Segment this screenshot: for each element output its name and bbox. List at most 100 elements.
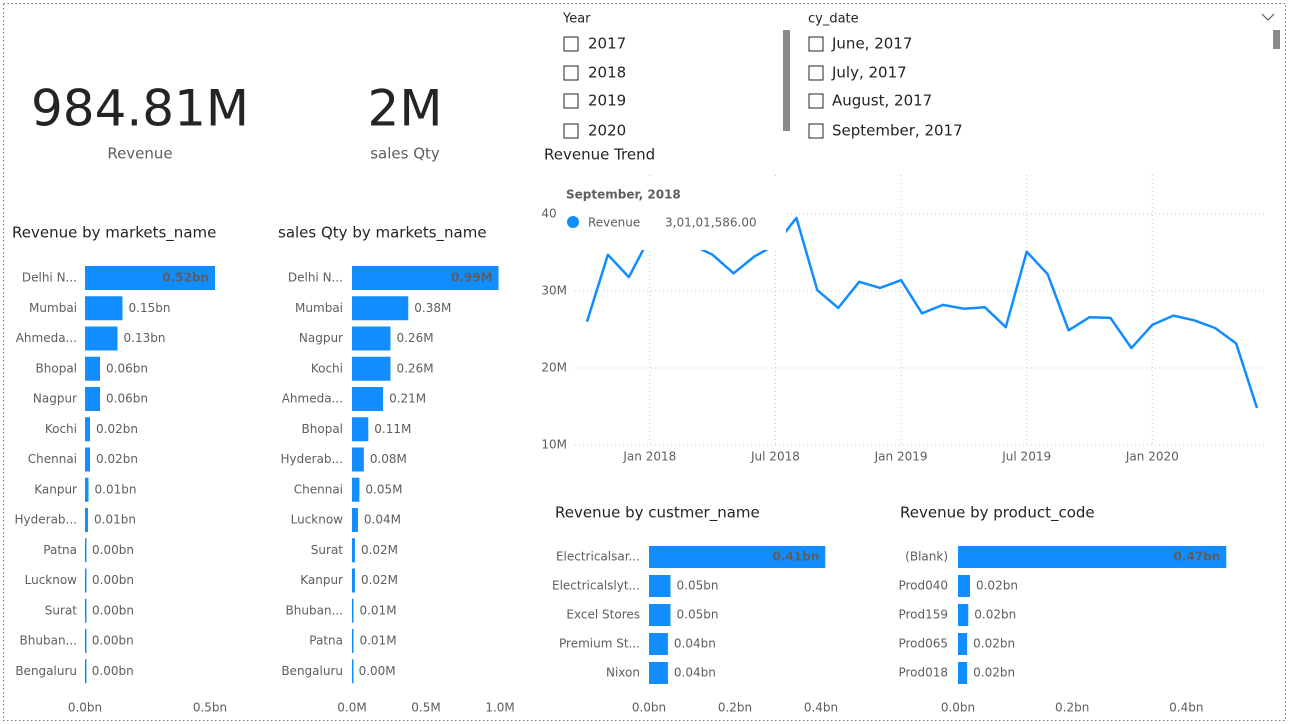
- checkbox[interactable]: [563, 93, 579, 109]
- category-label: Nixon: [606, 666, 640, 680]
- category-label: Bhopal: [36, 361, 77, 375]
- data-label: 0.13bn: [124, 331, 166, 345]
- bar: [85, 296, 123, 321]
- data-label: 0.26M: [396, 361, 433, 375]
- bar: [85, 326, 118, 351]
- bar: [649, 604, 671, 626]
- y-tick-label: 30M: [541, 284, 567, 298]
- bar: [352, 326, 391, 351]
- bar: [958, 633, 968, 655]
- category-label: Mumbai: [29, 301, 77, 315]
- bar: [352, 356, 391, 381]
- category-label: Excel Stores: [566, 608, 640, 622]
- category-label: Ahmeda...: [16, 331, 77, 345]
- checkbox[interactable]: [808, 65, 824, 81]
- chart-title: sales Qty by markets_name: [278, 224, 487, 243]
- slicer-item[interactable]: August, 2017: [832, 92, 932, 110]
- category-label: Kochi: [311, 361, 343, 375]
- x-tick-label: 1.0M: [485, 701, 514, 715]
- category-label: Hyderab...: [15, 513, 77, 527]
- data-label: 0.00bn: [92, 634, 134, 648]
- bar: [85, 266, 215, 290]
- bar: [958, 546, 1227, 568]
- checkbox[interactable]: [563, 123, 579, 139]
- bar: [958, 575, 970, 597]
- slicer-item[interactable]: July, 2017: [831, 64, 907, 82]
- bar: [352, 629, 354, 653]
- bar: [352, 659, 354, 684]
- category-label: Kochi: [45, 422, 77, 436]
- data-label: 0.00bn: [92, 573, 134, 587]
- slicer-item[interactable]: 2019: [588, 92, 626, 110]
- scrollbar[interactable]: [1273, 30, 1280, 49]
- bar: [352, 598, 354, 623]
- bar: [352, 447, 364, 472]
- data-label: 0.04bn: [674, 666, 716, 680]
- bar: [85, 538, 87, 563]
- slicer-item[interactable]: 2017: [588, 35, 626, 53]
- x-tick-label: Jan 2019: [874, 450, 928, 464]
- slicer-item[interactable]: June, 2017: [831, 35, 912, 53]
- category-label: Delhi N...: [22, 271, 77, 285]
- bar: [352, 477, 360, 502]
- data-label: 0.06bn: [106, 392, 148, 406]
- bar: [352, 568, 355, 593]
- card-label: sales Qty: [370, 145, 440, 163]
- category-label: Chennai: [294, 482, 343, 496]
- data-label: 0.02bn: [976, 579, 1018, 593]
- x-tick-label: Jan 2018: [622, 450, 676, 464]
- category-label: Patna: [43, 543, 77, 557]
- y-tick-label: 10M: [541, 438, 567, 452]
- checkbox[interactable]: [563, 36, 579, 52]
- bar: [352, 387, 384, 411]
- category-label: Bengaluru: [281, 664, 343, 678]
- data-label: 0.02bn: [96, 452, 138, 466]
- tooltip: [556, 178, 786, 250]
- scrollbar[interactable]: [783, 30, 790, 131]
- data-label: 0.05bn: [677, 579, 719, 593]
- checkbox[interactable]: [563, 65, 579, 81]
- slicer-item[interactable]: 2018: [588, 64, 626, 82]
- x-tick-label: 0.0bn: [632, 701, 666, 715]
- bar: [85, 447, 90, 472]
- bar: [85, 477, 89, 502]
- checkbox[interactable]: [808, 123, 824, 139]
- data-label: 0.41bn: [773, 550, 820, 564]
- card-value: 2M: [368, 80, 443, 138]
- category-label: Nagpur: [33, 392, 77, 406]
- x-tick-label: 0.4bn: [1169, 701, 1203, 715]
- category-label: Electricalslyt...: [552, 579, 640, 593]
- bar: [85, 598, 87, 623]
- checkbox[interactable]: [808, 36, 824, 52]
- slicer-item[interactable]: 2020: [588, 122, 626, 140]
- data-label: 0.05M: [365, 482, 402, 496]
- chart-title: Revenue by custmer_name: [555, 504, 760, 523]
- data-label: 0.00M: [359, 664, 396, 678]
- x-tick-label: 0.5M: [411, 701, 440, 715]
- bar: [352, 538, 355, 563]
- data-label: 0.15bn: [129, 301, 171, 315]
- dropdown-chevron[interactable]: [1261, 13, 1275, 21]
- data-label: 0.01M: [359, 603, 396, 617]
- x-tick-label: 0.4bn: [804, 701, 838, 715]
- slicer-item[interactable]: September, 2017: [832, 122, 963, 140]
- data-label: 0.11M: [374, 422, 411, 436]
- x-tick-label: Jan 2020: [1125, 450, 1179, 464]
- bar: [649, 575, 671, 597]
- checkbox[interactable]: [808, 93, 824, 109]
- category-label: Prod159: [898, 608, 948, 622]
- slicer-title: cy_date: [808, 12, 859, 27]
- chart-title: Revenue by markets_name: [12, 224, 216, 243]
- tooltip-series: Revenue: [588, 216, 640, 230]
- data-label: 0.02M: [361, 573, 398, 587]
- slicer-title: Year: [562, 12, 591, 27]
- category-label: Hyderab...: [281, 452, 343, 466]
- data-label: 0.00bn: [92, 603, 134, 617]
- bar: [85, 629, 87, 653]
- category-label: Prod040: [898, 579, 948, 593]
- data-label: 0.02bn: [96, 422, 138, 436]
- category-label: Prod018: [898, 666, 948, 680]
- y-tick-label: 20M: [541, 361, 567, 375]
